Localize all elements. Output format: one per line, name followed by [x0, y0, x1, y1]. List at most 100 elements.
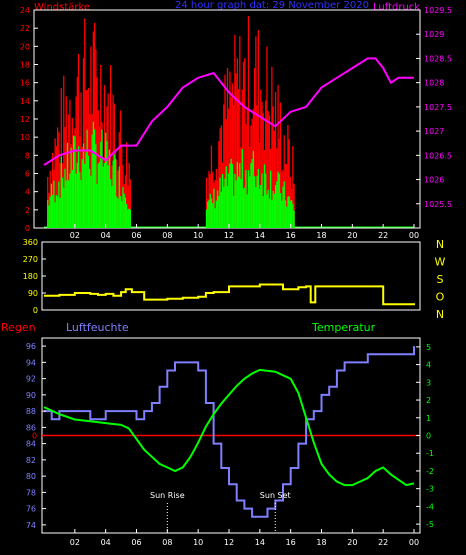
pressure-y-tick-label: 1028	[424, 79, 444, 88]
wind-average-bar	[289, 200, 292, 228]
wind-x-tick-label: 20	[347, 231, 357, 240]
wind-average-bar	[81, 159, 83, 228]
wind-gust-bar	[260, 89, 262, 229]
wind-average-bar	[55, 195, 58, 228]
wind-gust-bar	[226, 67, 229, 228]
wind-gust-bar	[96, 77, 98, 229]
wind-gust-bar	[75, 96, 77, 229]
wind-average-bar	[270, 170, 272, 228]
wind-average-bar	[213, 188, 215, 228]
sun-annotation-label: Sun Set	[260, 491, 291, 500]
wind-average-bar	[208, 199, 210, 228]
wind-average-bar	[112, 160, 114, 228]
wind-average-bar	[215, 200, 218, 228]
pressure-y-tick-label: 1026	[424, 176, 444, 185]
wind-average-bar	[65, 180, 67, 228]
humidity-y-tick-label: 96	[26, 342, 36, 351]
wind-gust-bar	[277, 84, 279, 228]
wind-direction-frame	[41, 241, 421, 311]
wind-average-bar	[246, 194, 248, 228]
wind-gust-bar	[265, 100, 267, 228]
wind-average-bar	[105, 132, 107, 228]
wind-gust-bar	[271, 66, 273, 229]
wind-x-tick-label: 10	[193, 231, 203, 240]
wind-gust-bar	[231, 83, 234, 228]
humidity-temperature-panel: 0 Sun Rise Sun Set 74 76 78 80 82 84 86 88 90 92 94…	[26, 337, 434, 547]
wind-y-tick-label: 8	[25, 151, 30, 160]
wind-average-bar	[241, 148, 243, 228]
wind-gust-bar	[274, 92, 277, 228]
compass-label: W	[435, 256, 446, 269]
humidity-x-tick-label: 16	[286, 538, 296, 547]
wind-average-bar	[216, 190, 219, 228]
wind-average-bar	[49, 196, 51, 228]
wind-average-bar	[239, 163, 241, 228]
wind-gust-bar	[228, 108, 230, 228]
wind-x-tick-label: 22	[378, 231, 388, 240]
wind-average-bar	[90, 175, 92, 228]
wind-gust-bar	[59, 163, 61, 228]
pressure-y-tick-label: 1028.5	[424, 54, 452, 63]
wind-average-bar	[109, 179, 112, 228]
pressure-y-tick-label: 1025.5	[424, 200, 452, 209]
wind-average-bar	[265, 173, 267, 228]
direction-y-ticks: 0 90 180 270 360	[23, 238, 46, 315]
wind-average-bar	[122, 186, 124, 228]
wind-average-bar	[108, 149, 111, 228]
temperature-y-tick-label: 3	[426, 378, 431, 387]
wind-average-bar	[255, 187, 257, 228]
humidity-x-tick-label: 22	[378, 538, 388, 547]
pressure-line	[43, 57, 414, 166]
wind-gust-bar	[253, 67, 256, 228]
rain-zero-marker: 0	[32, 432, 37, 441]
wind-y-tick-label: 22	[20, 24, 30, 33]
humidity-y-tick-label: 86	[26, 423, 36, 432]
wind-gust-bar	[236, 58, 239, 228]
humidity-y-ticks: 74 76 78 80 82 84 86 88 90 92 94 96	[26, 342, 46, 530]
wind-x-tick-label: 06	[131, 231, 141, 240]
wind-average-bar	[242, 188, 245, 228]
wind-gust-bar	[234, 34, 236, 228]
wind-average-bar	[210, 198, 213, 228]
wind-gust-bar	[220, 125, 222, 228]
wind-average-bar	[47, 199, 49, 228]
wind-average-bar	[272, 190, 274, 228]
wind-gust-bar	[56, 127, 59, 228]
humidity-x-tick-label: 04	[101, 538, 111, 547]
wind-average-bar	[266, 194, 268, 228]
wind-gust-bar	[286, 163, 288, 228]
wind-average-bar	[287, 196, 289, 228]
direction-y-tick-label: 0	[33, 306, 38, 315]
wind-average-bar	[214, 208, 216, 228]
wind-y-tick-label: 20	[20, 42, 30, 51]
wind-gust-bar	[58, 132, 60, 228]
wind-gust-bar	[95, 49, 97, 228]
wind-gust-bar	[84, 18, 86, 228]
wind-gust-bar	[107, 93, 109, 228]
temperature-label: Temperatur	[311, 321, 376, 334]
wind-gust-bar	[262, 113, 264, 228]
wind-average-bar	[205, 209, 208, 228]
wind-average-bar	[218, 195, 220, 228]
direction-y-tick-label: 360	[23, 238, 38, 247]
wind-average-bar	[223, 186, 225, 228]
direction-y-tick-label: 270	[23, 255, 38, 264]
wind-gust-bar	[239, 36, 241, 229]
humidity-y-tick-label: 84	[26, 440, 36, 449]
wind-gust-bar	[77, 53, 80, 228]
wind-average-bar	[107, 165, 109, 228]
wind-y-tick-label: 14	[20, 97, 30, 106]
wind-average-bar	[276, 181, 278, 228]
pressure-y-tick-label: 1027.5	[424, 103, 452, 112]
wind-average-bar	[54, 202, 56, 228]
pressure-axis-label: Luftdruck	[373, 2, 420, 13]
wind-gust-bar	[229, 71, 231, 228]
wind-average-bar	[60, 156, 62, 228]
wind-average-bar	[56, 196, 59, 228]
wind-gust-bar	[258, 142, 261, 228]
wind-y-tick-label: 4	[25, 188, 30, 197]
wind-average-bar	[283, 181, 285, 228]
wind-average-bar	[106, 141, 108, 228]
